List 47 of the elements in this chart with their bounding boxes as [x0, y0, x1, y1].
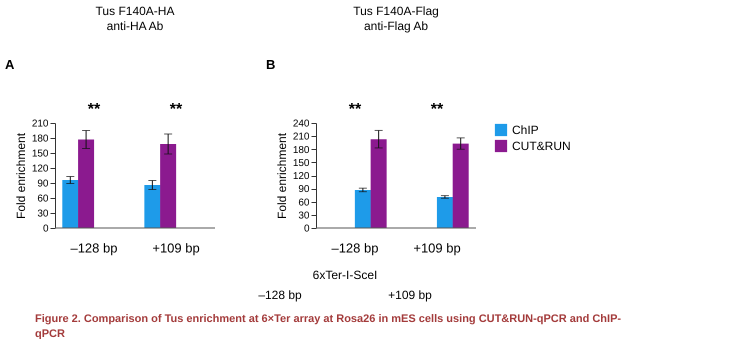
y-tick-label: 150 [292, 158, 310, 169]
y-tick-label: 0 [304, 224, 310, 234]
bar [144, 185, 160, 228]
y-tick-label: 60 [298, 197, 310, 208]
x-tick-label: –128 bp [331, 240, 378, 256]
text: +109 bp [388, 288, 432, 302]
text: 6xTer-I-SceI [312, 268, 378, 282]
y-axis-title: Fold enrichment [14, 132, 28, 220]
x-tick-label: +109 bp [152, 240, 200, 256]
x-tick-label: –128 bp [70, 240, 118, 256]
legend-label: CUT&RUN [512, 139, 571, 153]
bar [160, 144, 176, 228]
text: ** [170, 101, 184, 118]
bar [452, 144, 469, 228]
chart-subtitle: anti-HA Ab [106, 19, 164, 33]
chart-title: Tus F140A-HA [96, 4, 174, 18]
text: ** [430, 101, 444, 118]
text: B [266, 57, 276, 72]
chart-subtitle: anti-Flag Ab [364, 19, 428, 33]
bar [62, 180, 78, 228]
y-tick-label: 30 [298, 210, 310, 222]
text: ** [88, 101, 101, 118]
bar [436, 196, 453, 228]
y-tick-label: 120 [32, 164, 49, 174]
text: A [5, 57, 15, 72]
y-tick-label: 180 [292, 144, 310, 156]
y-tick-label: 90 [298, 184, 310, 196]
bar [370, 139, 387, 228]
y-tick-label: 90 [37, 178, 49, 190]
text: –128 bp [258, 288, 302, 302]
text: ** [348, 101, 362, 118]
y-tick-label: 150 [32, 148, 49, 160]
bar [78, 140, 94, 228]
y-tick-label: 180 [32, 134, 49, 144]
y-tick-label: 30 [37, 208, 49, 220]
x-tick-label: +109 bp [413, 240, 461, 256]
legend-label: ChIP [512, 123, 539, 137]
y-tick-label: 210 [292, 132, 310, 143]
bar [354, 190, 371, 228]
y-tick-label: 60 [37, 194, 49, 204]
caption: Figure 2. Comparison of Tus enrichment at 6×Ter array at Rosa26 in mES cells using CUT&RUN-qPCR and ChIP-qPCR [35, 313, 622, 339]
y-tick-label: 210 [32, 118, 49, 130]
y-tick-label: 120 [292, 171, 310, 182]
y-tick-label: 240 [292, 118, 310, 130]
y-tick-label: 0 [42, 224, 49, 234]
y-axis-title: Fold enrichment [274, 132, 289, 220]
chart-title: Tus F140A-Flag [353, 4, 439, 18]
